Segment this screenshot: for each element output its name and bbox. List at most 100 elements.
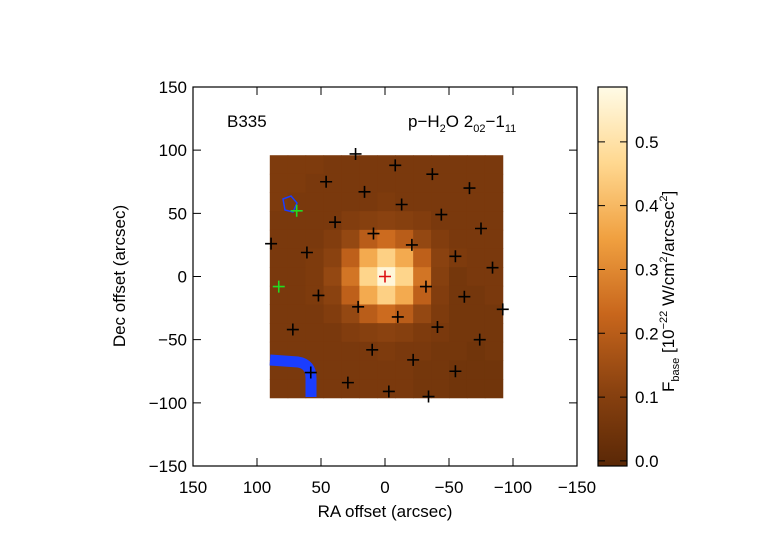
y-tick-label: 100 bbox=[159, 141, 187, 160]
map-cell bbox=[466, 379, 486, 399]
map-cell bbox=[484, 155, 504, 175]
pointing-cross bbox=[286, 323, 299, 336]
text-part: −22 bbox=[658, 311, 670, 330]
map-cell bbox=[449, 248, 468, 268]
map-cell bbox=[323, 379, 342, 399]
map-cell bbox=[359, 285, 378, 305]
map-cell bbox=[287, 304, 307, 324]
map-cell bbox=[431, 155, 450, 175]
pointing-cross bbox=[312, 289, 325, 302]
text-part: ] bbox=[659, 191, 678, 196]
map-cell bbox=[305, 155, 325, 175]
pointing-cross bbox=[358, 185, 371, 198]
map-cell bbox=[269, 267, 289, 287]
map-cell bbox=[323, 229, 342, 250]
x-tick-label: −150 bbox=[558, 478, 596, 497]
map-cell bbox=[431, 173, 450, 194]
annotation: p−H2​O 202​−111​ bbox=[408, 112, 516, 135]
y-tick-label: −150 bbox=[149, 457, 187, 476]
map-cell bbox=[431, 341, 450, 361]
map-cell bbox=[305, 211, 325, 231]
map-cell bbox=[377, 229, 396, 250]
text-part: /arcsec bbox=[659, 201, 678, 256]
map-cell bbox=[341, 267, 360, 287]
map-cell bbox=[449, 173, 468, 194]
map-cell bbox=[377, 341, 396, 361]
y-tick-label: 150 bbox=[159, 78, 187, 97]
pointing-cross bbox=[391, 310, 404, 323]
x-tick-label: 100 bbox=[243, 478, 271, 497]
map-cell bbox=[377, 360, 396, 380]
map-cell bbox=[466, 155, 486, 175]
y-tick-label: −50 bbox=[158, 331, 187, 350]
map-cell bbox=[377, 211, 396, 231]
map-cell bbox=[341, 155, 360, 175]
map-cell bbox=[413, 211, 432, 231]
pointing-cross bbox=[320, 175, 333, 188]
map-cell bbox=[466, 304, 486, 324]
map-cell bbox=[305, 323, 325, 343]
map-cell bbox=[341, 248, 360, 268]
map-cell bbox=[359, 211, 378, 231]
map-cell bbox=[413, 323, 432, 343]
map-cell bbox=[466, 211, 486, 231]
pointing-cross bbox=[431, 321, 444, 334]
map-cell bbox=[449, 155, 468, 175]
map-cell bbox=[341, 341, 360, 361]
text-part: 02 bbox=[473, 123, 485, 135]
text-part: B335 bbox=[227, 112, 267, 131]
map-cell bbox=[377, 173, 396, 194]
map-cell bbox=[323, 341, 342, 361]
map-cell bbox=[287, 285, 307, 305]
map-cell bbox=[431, 379, 450, 399]
x-tick-label: −100 bbox=[494, 478, 532, 497]
map-cell bbox=[359, 360, 378, 380]
map-cell bbox=[466, 323, 486, 343]
text-part: W/cm bbox=[659, 263, 678, 311]
map-cell bbox=[287, 267, 307, 287]
map-cell bbox=[377, 155, 396, 175]
map-cell bbox=[287, 323, 307, 343]
map-cell bbox=[413, 192, 432, 212]
map-cell bbox=[269, 379, 289, 399]
map-cell bbox=[323, 267, 342, 287]
x-tick-label: −50 bbox=[435, 478, 464, 497]
pointing-cross bbox=[419, 280, 432, 293]
map-cell bbox=[395, 155, 414, 175]
map-cell bbox=[395, 229, 414, 250]
map-cell bbox=[323, 248, 342, 268]
map-cell bbox=[413, 304, 432, 324]
pointing-cross bbox=[422, 390, 435, 403]
colorbar-tick-label: 0.4 bbox=[635, 197, 659, 216]
map-cell bbox=[323, 155, 342, 175]
map-cell bbox=[395, 173, 414, 194]
map-cell bbox=[341, 379, 360, 399]
map-cell bbox=[341, 192, 360, 212]
map-cell bbox=[341, 360, 360, 380]
y-tick-label: −100 bbox=[149, 394, 187, 413]
map-cell bbox=[359, 173, 378, 194]
map-cell bbox=[395, 285, 414, 305]
map-cell bbox=[449, 304, 468, 324]
pointing-cross bbox=[407, 353, 420, 366]
map-cell bbox=[323, 323, 342, 343]
map-cell bbox=[466, 360, 486, 380]
pointing-cross bbox=[449, 365, 462, 378]
map-cell bbox=[484, 248, 504, 268]
text-part: base bbox=[670, 358, 682, 382]
pointing-cross bbox=[290, 204, 303, 217]
map-cell bbox=[413, 155, 432, 175]
pointing-cross bbox=[496, 303, 509, 316]
map-cell bbox=[359, 248, 378, 268]
pointing-cross bbox=[475, 222, 487, 235]
map-cell bbox=[269, 155, 289, 175]
colorbar-tick-label: 0.0 bbox=[635, 452, 659, 471]
map-cell bbox=[466, 192, 486, 212]
map-cell bbox=[341, 173, 360, 194]
map-cell bbox=[377, 304, 396, 324]
map-cell bbox=[431, 229, 450, 250]
pointing-cross bbox=[473, 333, 486, 346]
map-cell bbox=[395, 323, 414, 343]
map-cell bbox=[269, 285, 289, 305]
colorbar-tick-label: 0.5 bbox=[635, 133, 659, 152]
